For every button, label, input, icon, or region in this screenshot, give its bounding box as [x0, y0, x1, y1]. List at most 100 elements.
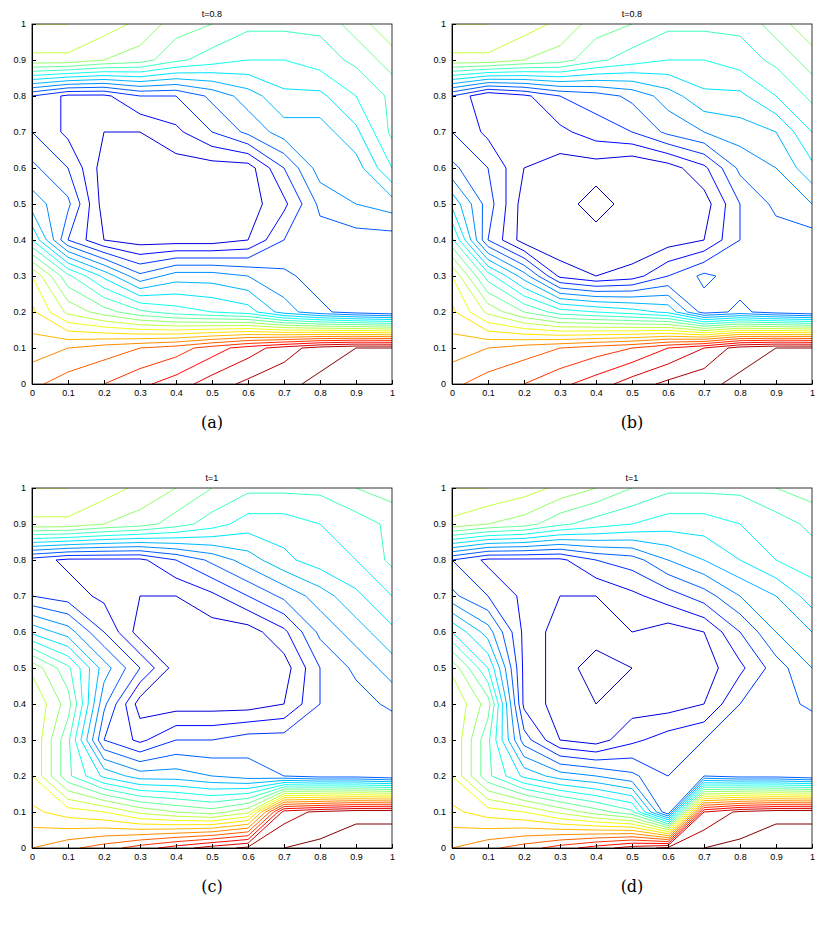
- contour-line: [104, 340, 392, 384]
- y-tick-mark: [32, 668, 36, 669]
- y-tick: 0.2: [433, 307, 456, 317]
- y-tick: 0.4: [13, 235, 36, 245]
- y-tick-label: 1: [21, 483, 26, 493]
- x-tick: 0.4: [170, 380, 183, 398]
- contour-line: [32, 334, 392, 384]
- x-tick: 0.3: [134, 380, 147, 398]
- x-tick-label: 0.3: [134, 388, 147, 398]
- x-tick-label: 0: [450, 852, 455, 862]
- y-tick: 1: [441, 19, 456, 29]
- x-tick-mark: [776, 380, 777, 384]
- y-tick-mark: [32, 812, 36, 813]
- y-tick-label: 0.5: [13, 663, 26, 673]
- x-axis-line: [33, 848, 393, 849]
- x-tick: 0.1: [482, 380, 495, 398]
- x-tick-label: 0.6: [662, 388, 675, 398]
- panel-caption: (c): [201, 877, 222, 896]
- contour-line: [452, 24, 812, 384]
- y-tick-mark: [32, 776, 36, 777]
- contour-line: [32, 24, 392, 384]
- panel-title: t=1: [206, 473, 219, 483]
- y-tick-mark: [452, 524, 456, 525]
- contour-line: [578, 807, 812, 848]
- x-tick-mark: [560, 844, 561, 848]
- y-tick-mark: [452, 240, 456, 241]
- contour-line: [32, 488, 392, 848]
- panel: 00.10.20.30.40.50.60.70.80.9100.10.20.30…: [433, 470, 830, 896]
- y-tick: 0.3: [433, 271, 456, 281]
- contour-line: [452, 24, 812, 384]
- contour-line: [302, 348, 392, 384]
- y-tick: 0.4: [433, 699, 456, 709]
- x-tick: 0.9: [350, 844, 363, 862]
- x-tick-mark: [356, 380, 357, 384]
- y-tick-mark: [32, 348, 36, 349]
- contour-line: [452, 334, 812, 384]
- y-tick-mark: [452, 560, 456, 561]
- y-tick: 0.1: [433, 343, 456, 353]
- x-tick: 1: [810, 380, 815, 398]
- y-tick: 0.5: [433, 199, 456, 209]
- contour-line: [32, 488, 392, 848]
- x-tick-label: 1: [390, 388, 395, 398]
- x-tick-mark: [668, 380, 669, 384]
- x-tick: 0.5: [206, 380, 219, 398]
- contours: [452, 24, 812, 384]
- y-tick-label: 0.5: [433, 199, 446, 209]
- contour-line: [572, 342, 812, 384]
- x-tick: 0.8: [734, 844, 747, 862]
- y-tick: 0.8: [433, 555, 456, 565]
- x-tick-mark: [596, 380, 597, 384]
- x-tick-mark: [812, 380, 813, 384]
- contour-line: [32, 488, 392, 848]
- y-tick: 0.8: [433, 91, 456, 101]
- x-tick-mark: [104, 844, 105, 848]
- x-tick-label: 0.5: [206, 852, 219, 862]
- x-tick-label: 0.9: [770, 388, 783, 398]
- x-tick: 0.1: [482, 844, 495, 862]
- y-tick: 0.3: [13, 735, 36, 745]
- x-tick: 0.5: [206, 844, 219, 862]
- contour-line: [452, 799, 812, 848]
- x-tick-mark: [392, 380, 393, 384]
- contour-line: [452, 24, 812, 384]
- y-tick: 0.6: [13, 627, 36, 637]
- contour-line: [452, 24, 812, 384]
- x-tick: 0.6: [662, 380, 675, 398]
- contour-line: [452, 797, 812, 848]
- contour-line: [452, 24, 812, 384]
- y-tick-mark: [32, 632, 36, 633]
- x-tick-mark: [176, 844, 177, 848]
- x-axis-line: [453, 848, 813, 849]
- y-axis: 00.10.20.30.40.50.60.70.80.91: [433, 483, 456, 853]
- y-tick-label: 0.5: [433, 663, 446, 673]
- y-tick-label: 0.2: [13, 307, 26, 317]
- panel: 00.10.20.30.40.50.60.70.80.9100.10.20.30…: [13, 6, 410, 432]
- y-tick-mark: [452, 276, 456, 277]
- y-tick-label: 0.9: [433, 519, 446, 529]
- y-tick: 0.6: [13, 163, 36, 173]
- y-tick-label: 0.2: [433, 307, 446, 317]
- x-tick-label: 1: [810, 388, 815, 398]
- contour-line: [32, 24, 392, 384]
- contour-line: [44, 338, 392, 384]
- contour-line: [722, 348, 812, 384]
- y-tick-label: 0.6: [433, 627, 446, 637]
- x-tick-mark: [704, 380, 705, 384]
- y-tick-label: 0.8: [433, 91, 446, 101]
- contour-line: [32, 24, 392, 384]
- x-tick-mark: [632, 844, 633, 848]
- y-tick-mark: [452, 668, 456, 669]
- y-tick: 0.7: [433, 127, 456, 137]
- x-tick-mark: [392, 844, 393, 848]
- x-tick-label: 0.4: [170, 388, 183, 398]
- contour-line: [32, 336, 392, 384]
- contour-line: [704, 824, 812, 848]
- contour-line: [32, 24, 392, 384]
- contour-line: [452, 488, 812, 848]
- contour-line: [32, 799, 392, 848]
- contour-line: [32, 24, 392, 384]
- y-tick-label: 0.6: [433, 163, 446, 173]
- x-tick: 0.5: [626, 380, 639, 398]
- x-tick: 0.3: [134, 844, 147, 862]
